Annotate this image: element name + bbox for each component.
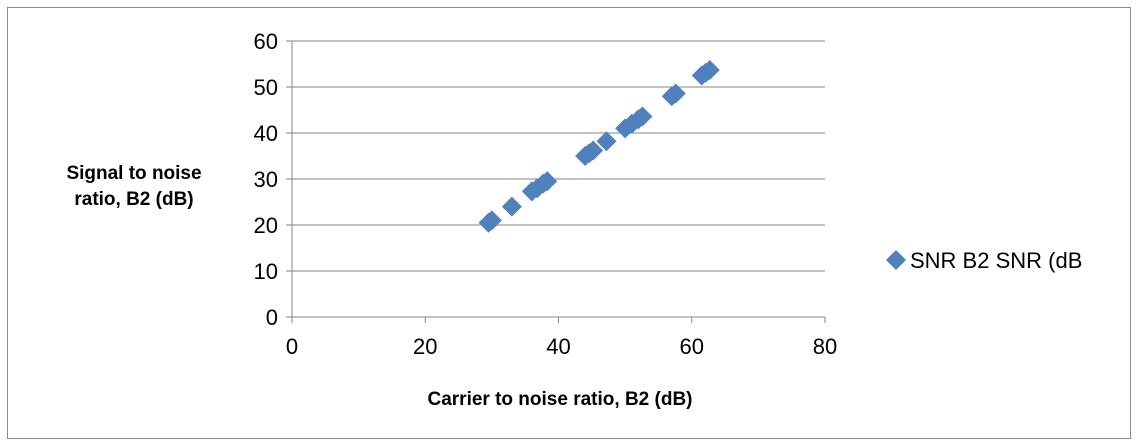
x-tick-label: 80 xyxy=(813,334,837,359)
data-point xyxy=(583,140,604,161)
x-tick-labels: 0 20 40 60 80 xyxy=(286,317,837,359)
gridlines xyxy=(292,40,825,272)
y-tick-label: 20 xyxy=(254,213,278,238)
legend-marker xyxy=(886,250,906,270)
y-axis-title-line-1: Signal to noise xyxy=(66,163,201,184)
x-tick-label: 20 xyxy=(413,334,437,359)
y-tick-label: 40 xyxy=(254,121,278,146)
x-tick-label: 60 xyxy=(680,334,704,359)
legend: SNR B2 SNR (dB xyxy=(886,248,1082,273)
data-point xyxy=(481,210,502,231)
x-axis-title: Carrier to noise ratio, B2 (dB) xyxy=(428,389,693,410)
y-tick-label: 0 xyxy=(266,305,278,330)
legend-label: SNR B2 SNR (dB xyxy=(910,248,1082,273)
data-points xyxy=(478,59,720,233)
x-tick-label: 0 xyxy=(286,334,298,359)
data-point xyxy=(596,131,617,152)
y-axis-title-line-2: ratio, B2 (dB) xyxy=(74,189,193,210)
y-tick-label: 30 xyxy=(254,167,278,192)
chart-area xyxy=(7,7,1131,439)
data-point xyxy=(665,83,686,104)
data-point xyxy=(632,106,653,127)
data-point xyxy=(537,171,558,192)
y-tick-label: 50 xyxy=(254,75,278,100)
y-tick-label: 10 xyxy=(254,259,278,284)
y-tick-labels: 0 10 20 30 40 50 60 xyxy=(254,29,292,330)
y-tick-label: 60 xyxy=(254,29,278,54)
data-point xyxy=(501,196,522,217)
x-tick-label: 40 xyxy=(546,334,570,359)
data-point xyxy=(699,59,720,80)
